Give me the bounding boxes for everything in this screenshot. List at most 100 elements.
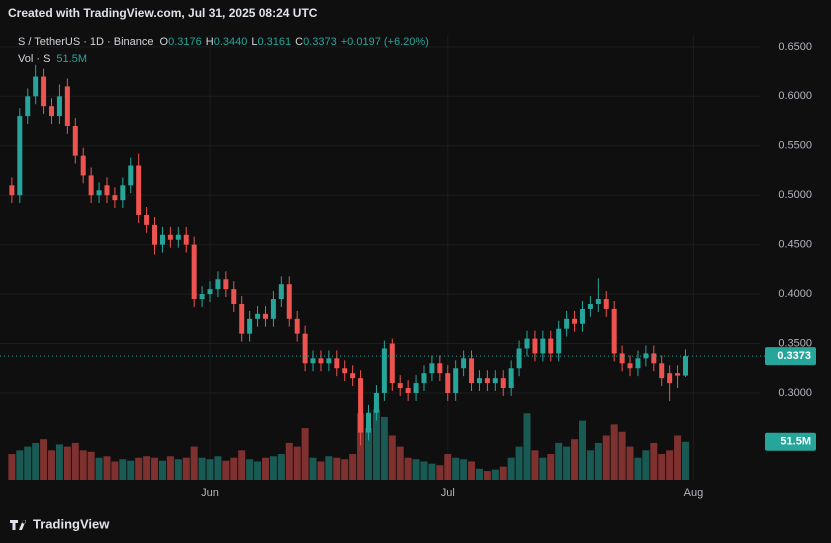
volume-bar — [143, 456, 151, 480]
volume-bar — [547, 454, 555, 480]
volume-bar — [372, 409, 380, 480]
candle-body — [33, 76, 39, 97]
volume-bar — [87, 451, 95, 480]
volume-bar — [563, 446, 571, 480]
candle-body — [215, 279, 221, 290]
y-tick-label: 0.3500 — [778, 337, 812, 349]
volume-bar — [444, 454, 452, 480]
volume-legend: Vol · S 51.5M — [18, 53, 87, 65]
candle-body — [405, 388, 411, 393]
volume-bar — [206, 459, 214, 480]
volume-bar — [674, 435, 682, 480]
volume-bar — [349, 454, 357, 480]
volume-bar — [420, 461, 428, 480]
candle-body — [80, 155, 86, 176]
candle-body — [41, 76, 47, 107]
legend-key: H — [206, 36, 214, 48]
candle-body — [603, 299, 609, 309]
candle-body — [635, 358, 641, 369]
volume-bar — [127, 460, 135, 480]
y-tick-label: 0.3000 — [778, 387, 812, 399]
y-tick-label: 0.6500 — [778, 41, 812, 53]
candle-body — [207, 289, 213, 295]
candle-body — [358, 378, 364, 433]
candle-body — [397, 383, 403, 389]
volume-legend-value: 51.5M — [56, 53, 87, 65]
volume-bar — [317, 461, 325, 480]
volume-bar — [246, 459, 254, 480]
volume-bar — [261, 457, 269, 480]
volume-bar — [475, 468, 483, 480]
candle-body — [508, 368, 514, 389]
candle-body — [278, 284, 284, 300]
volume-bar — [309, 457, 317, 480]
x-tick-label: Aug — [684, 487, 704, 499]
volume-bar — [238, 450, 246, 480]
candle-body — [64, 86, 70, 126]
volume-bar — [151, 457, 159, 480]
candle-body — [199, 294, 205, 300]
candle-body — [683, 356, 689, 376]
volume-bar — [8, 454, 16, 480]
candle-body — [659, 363, 665, 379]
volume-bar — [396, 446, 404, 480]
candle-body — [326, 358, 332, 364]
volume-bars — [8, 409, 690, 480]
candle-body — [294, 318, 300, 334]
volume-bar — [642, 450, 650, 480]
logo-icon — [10, 520, 26, 530]
brand-name: TradingView — [33, 516, 110, 531]
volume-bar — [388, 435, 396, 480]
candle-body — [587, 303, 593, 309]
candle-body — [96, 190, 102, 196]
volume-bar — [32, 442, 40, 480]
volume-bar — [214, 456, 222, 480]
volume-bar — [515, 446, 523, 480]
candle-body — [643, 353, 649, 359]
candle-body — [675, 373, 681, 376]
candle-body — [524, 338, 530, 349]
last-price-label: 0.3373 — [777, 350, 811, 362]
candle-body — [247, 318, 253, 334]
volume-bar — [452, 457, 460, 480]
candle-body — [302, 333, 308, 364]
candle-body — [191, 244, 197, 300]
candle-body — [334, 358, 340, 369]
brand-logo: TradingView — [10, 516, 110, 531]
candle-body — [159, 234, 165, 245]
candle-body — [389, 343, 395, 384]
volume-bar — [63, 446, 71, 480]
volume-bar — [119, 459, 127, 480]
candle-body — [437, 363, 443, 374]
volume-bar — [103, 456, 111, 480]
candle-body — [453, 368, 459, 393]
candle-body — [381, 348, 387, 393]
candle-body — [492, 378, 498, 384]
watermark: Created with TradingView.com, Jul 31, 20… — [8, 6, 318, 20]
candle-body — [548, 338, 554, 354]
y-tick-label: 0.5000 — [778, 189, 812, 201]
candle-body — [318, 358, 324, 364]
y-tick-label: 0.4500 — [778, 239, 812, 251]
candle-body — [183, 234, 189, 245]
candle-body — [310, 358, 316, 364]
candle-body — [350, 373, 356, 379]
volume-bar — [460, 459, 468, 480]
volume-bar — [555, 442, 563, 480]
candle-body — [540, 338, 546, 354]
candle-body — [429, 363, 435, 374]
volume-bar — [594, 442, 602, 480]
volume-bar — [483, 471, 491, 480]
candle-body — [104, 185, 110, 196]
candle-body — [342, 368, 348, 374]
candle-body — [25, 96, 31, 117]
volume-bar — [24, 446, 32, 480]
volume-bar — [40, 439, 48, 480]
volume-bar — [95, 457, 103, 480]
candle-body — [262, 313, 268, 319]
candle-body — [564, 318, 570, 329]
candle-body — [651, 353, 657, 364]
candle-body — [500, 378, 506, 389]
volume-bar — [650, 442, 658, 480]
